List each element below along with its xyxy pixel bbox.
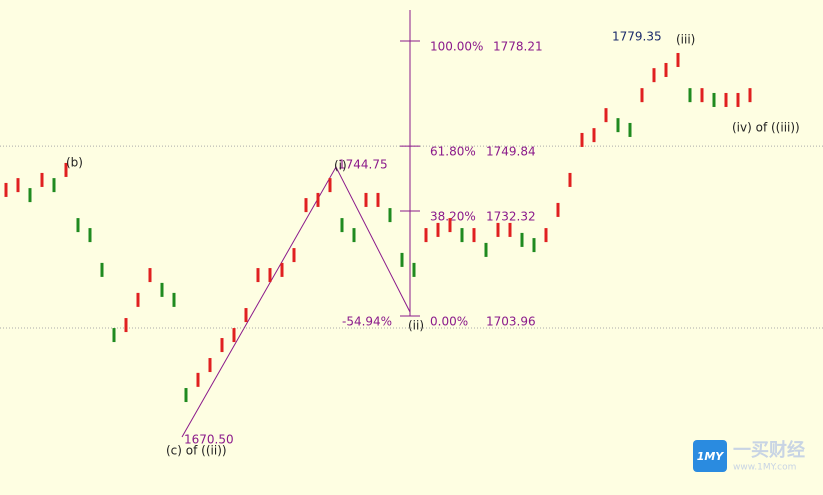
price-bar bbox=[724, 92, 728, 107]
price-bar bbox=[592, 128, 596, 143]
price-bar bbox=[484, 242, 488, 257]
fib-percent: 38.20% bbox=[430, 209, 476, 223]
price-bar bbox=[88, 228, 92, 243]
price-bar bbox=[124, 318, 128, 333]
logo-badge: 1MY bbox=[697, 450, 725, 463]
price-bar bbox=[568, 172, 572, 187]
price-bar bbox=[64, 162, 68, 177]
price-bar bbox=[160, 282, 164, 297]
price-bar bbox=[400, 252, 404, 267]
fib-value: 1749.84 bbox=[486, 145, 536, 159]
price-bar bbox=[652, 68, 656, 83]
price-bar bbox=[244, 308, 248, 323]
price-bar bbox=[736, 92, 740, 107]
wave-label: (iii) bbox=[676, 33, 695, 47]
price-bar bbox=[52, 178, 56, 193]
price-bar bbox=[544, 228, 548, 243]
logo-url: www.1MY.com bbox=[733, 463, 796, 473]
price-bar bbox=[376, 192, 380, 207]
price-bar bbox=[232, 328, 236, 343]
price-bar bbox=[424, 228, 428, 243]
price-bar bbox=[700, 88, 704, 103]
price-bar bbox=[40, 172, 44, 187]
price-bar bbox=[196, 372, 200, 387]
price-bar bbox=[364, 192, 368, 207]
price-bar bbox=[676, 52, 680, 67]
fib-extension: -54.94% bbox=[342, 314, 392, 328]
fib-value: 1732.32 bbox=[486, 209, 536, 223]
price-bar bbox=[256, 268, 260, 283]
price-label: 1670.50 bbox=[184, 432, 234, 446]
price-bar bbox=[268, 268, 272, 283]
price-bar bbox=[496, 222, 500, 237]
price-bar bbox=[184, 388, 188, 403]
price-bar bbox=[388, 208, 392, 223]
price-bar bbox=[436, 222, 440, 237]
fib-percent: 100.00% bbox=[430, 40, 483, 54]
fib-value: 1778.21 bbox=[493, 40, 543, 54]
fib-percent: 0.00% bbox=[430, 314, 468, 328]
price-bar bbox=[340, 218, 344, 233]
logo: 1MY 一买财经 www.1MY.com bbox=[693, 439, 805, 473]
price-bar bbox=[316, 192, 320, 207]
price-bar bbox=[76, 218, 80, 233]
wave-line bbox=[181, 165, 411, 438]
price-bar bbox=[4, 182, 8, 197]
price-bar bbox=[664, 62, 668, 77]
price-bar bbox=[328, 178, 332, 193]
price-bar bbox=[28, 188, 32, 203]
price-bar bbox=[712, 92, 716, 107]
wave-label: (b) bbox=[66, 156, 83, 170]
price-bar bbox=[100, 262, 104, 277]
wave-label: (i) bbox=[334, 159, 347, 173]
fib-value: 1703.96 bbox=[486, 314, 536, 328]
price-bar bbox=[640, 88, 644, 103]
price-bar bbox=[556, 202, 560, 217]
price-bar bbox=[448, 218, 452, 233]
price-bar bbox=[112, 328, 116, 343]
price-bar bbox=[412, 262, 416, 277]
fib-percent: 61.80% bbox=[430, 145, 476, 159]
price-bar bbox=[280, 262, 284, 277]
price-bar bbox=[16, 178, 20, 193]
price-bar bbox=[472, 228, 476, 243]
price-bar bbox=[508, 222, 512, 237]
price-bar bbox=[208, 358, 212, 373]
wave-label: (c) of ((ii)) bbox=[166, 444, 227, 458]
logo-badge-bg bbox=[693, 440, 727, 472]
price-bar bbox=[292, 248, 296, 263]
wave-label: (iv) of ((iii)) bbox=[732, 121, 800, 135]
price-bar bbox=[460, 228, 464, 243]
price-bar bbox=[748, 88, 752, 103]
wave-label: (ii) bbox=[408, 319, 424, 333]
price-bar bbox=[688, 88, 692, 103]
price-bar bbox=[628, 122, 632, 137]
price-bar bbox=[520, 232, 524, 247]
price-bar bbox=[304, 198, 308, 213]
price-bar bbox=[604, 108, 608, 123]
price-bar bbox=[532, 238, 536, 253]
price-bar bbox=[148, 268, 152, 283]
price-bar bbox=[616, 118, 620, 133]
logo-name: 一买财经 bbox=[733, 439, 805, 461]
price-bar bbox=[580, 132, 584, 147]
price-label: 1744.75 bbox=[338, 157, 388, 171]
price-label: 1779.35 bbox=[612, 29, 662, 43]
price-bar bbox=[220, 338, 224, 353]
price-bar bbox=[352, 228, 356, 243]
price-bar bbox=[136, 292, 140, 307]
price-bar bbox=[172, 292, 176, 307]
